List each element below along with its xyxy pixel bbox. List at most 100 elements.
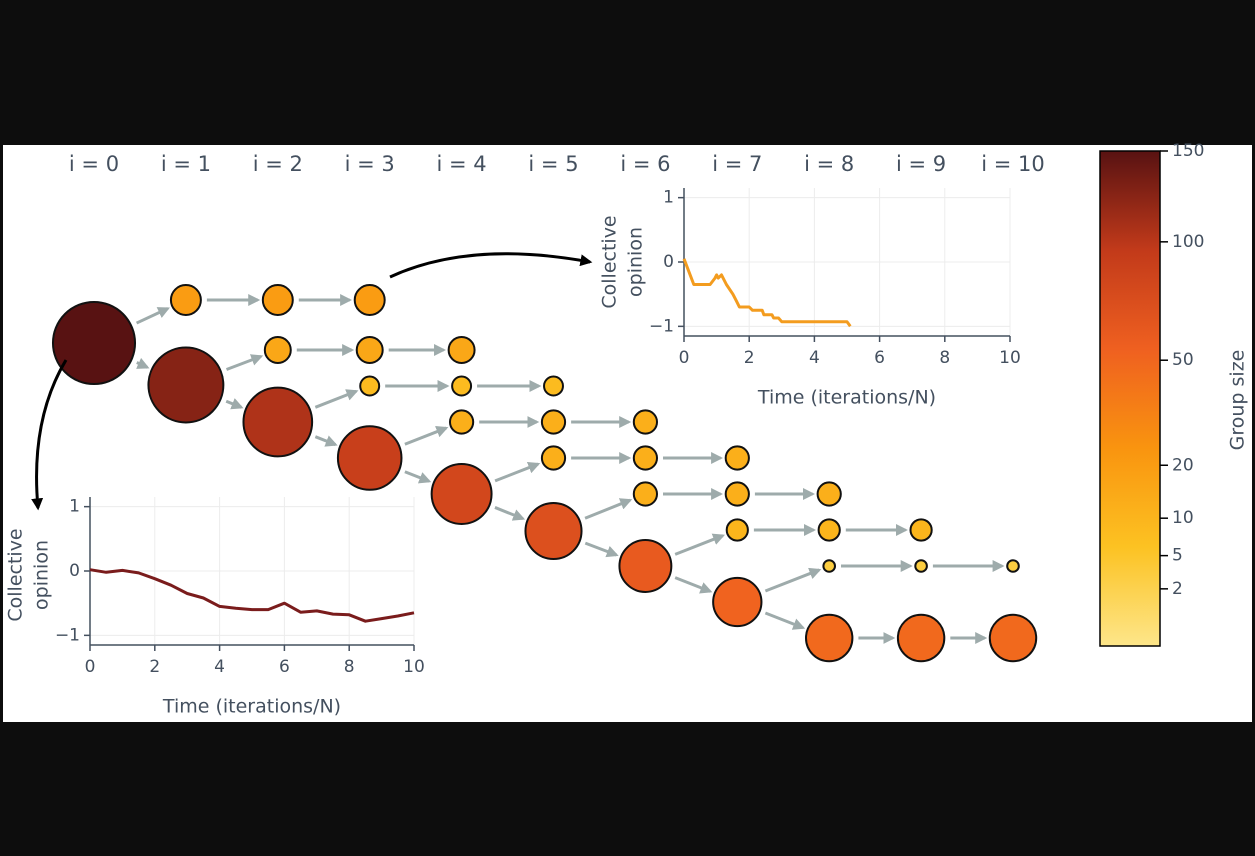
group [725, 518, 749, 542]
x-tick-label: 6 [279, 657, 290, 677]
flow-arrow [314, 435, 338, 447]
colorbar [1099, 150, 1161, 647]
group [618, 539, 673, 593]
y-tick-label: −1 [55, 625, 80, 645]
column-label: i = 8 [804, 152, 854, 176]
flow-arrow [584, 541, 619, 558]
column-label: i = 3 [345, 152, 395, 176]
group [817, 518, 841, 542]
line-series [682, 258, 852, 328]
flow-arrow [494, 461, 541, 483]
group [524, 501, 583, 561]
group [448, 409, 475, 435]
group [261, 284, 294, 316]
x-axis-label: Time (iterations/N) [162, 696, 341, 718]
group [543, 375, 564, 397]
group [909, 518, 933, 542]
colorbar-tick-label: 10 [1172, 508, 1194, 528]
y-tick-label: −1 [649, 316, 674, 336]
pointer-arrow [389, 252, 593, 279]
line-series [89, 568, 415, 623]
colorbar-tick-label: 100 [1172, 232, 1204, 252]
x-axis-label: Time (iterations/N) [757, 387, 936, 409]
group [169, 284, 202, 316]
group [242, 386, 314, 458]
group [1006, 559, 1020, 573]
y-axis-label: opinion [31, 540, 53, 610]
group [822, 559, 837, 573]
colorbar-tick-label: 150 [1172, 141, 1204, 161]
group [632, 409, 659, 435]
panel [3, 145, 1252, 722]
flow-arrow [136, 357, 150, 369]
y-tick-label: 0 [663, 252, 674, 272]
flow-arrow [225, 398, 244, 410]
column-label: i = 1 [161, 152, 211, 176]
x-tick-label: 10 [403, 657, 425, 677]
group [816, 481, 842, 507]
flow-arrow [674, 576, 713, 594]
colorbar-tick-label: 2 [1172, 579, 1183, 599]
column-label: i = 2 [253, 152, 303, 176]
flow-arrow [404, 470, 432, 484]
x-tick-label: 0 [85, 657, 96, 677]
x-tick-label: 6 [874, 348, 885, 368]
group [988, 613, 1038, 663]
y-tick-label: 1 [69, 497, 80, 517]
y-axis-label: opinion [625, 227, 647, 297]
colorbar-tick-label: 5 [1172, 546, 1183, 566]
group [147, 346, 225, 424]
column-label: i = 9 [896, 152, 946, 176]
y-tick-label: 0 [69, 561, 80, 581]
flow-arrow [584, 498, 633, 520]
group [336, 425, 403, 491]
group [896, 613, 946, 663]
group [712, 576, 763, 628]
group [804, 613, 854, 663]
column-label: i = 10 [981, 152, 1045, 176]
column-label: i = 6 [620, 152, 670, 176]
group [724, 445, 750, 471]
group [51, 300, 137, 386]
column-label: i = 0 [69, 152, 119, 176]
group [914, 559, 928, 573]
group [632, 481, 659, 507]
group [451, 375, 473, 397]
y-tick-label: 1 [663, 188, 674, 208]
group [353, 284, 386, 316]
x-tick-label: 2 [744, 348, 755, 368]
colorbar-label: Group size [1227, 350, 1249, 451]
flow-arrow [494, 506, 526, 521]
column-label: i = 7 [712, 152, 762, 176]
y-axis-label: Collective [599, 215, 621, 308]
column-label: i = 5 [528, 152, 578, 176]
group [540, 409, 567, 435]
x-tick-label: 2 [149, 657, 160, 677]
group [724, 481, 750, 507]
group [540, 445, 567, 471]
group [447, 336, 476, 364]
group [632, 445, 659, 471]
group [430, 463, 493, 525]
flow-arrow [404, 425, 449, 446]
x-tick-label: 8 [939, 348, 950, 368]
flow-arrow [674, 533, 726, 556]
flow-arrow [764, 567, 822, 593]
flow-arrow [764, 611, 806, 630]
group [359, 375, 381, 397]
flow-arrow [225, 354, 264, 371]
x-tick-label: 0 [679, 348, 690, 368]
flow-arrow [314, 389, 359, 409]
pointer-arrow [31, 359, 68, 511]
y-axis-label: Collective [5, 528, 27, 621]
column-label: i = 4 [437, 152, 487, 176]
x-tick-label: 8 [344, 657, 355, 677]
flow-arrow [135, 307, 170, 325]
group [263, 336, 292, 364]
x-tick-label: 4 [809, 348, 820, 368]
x-tick-label: 4 [214, 657, 225, 677]
group [355, 336, 384, 364]
colorbar-tick-label: 20 [1172, 455, 1194, 475]
